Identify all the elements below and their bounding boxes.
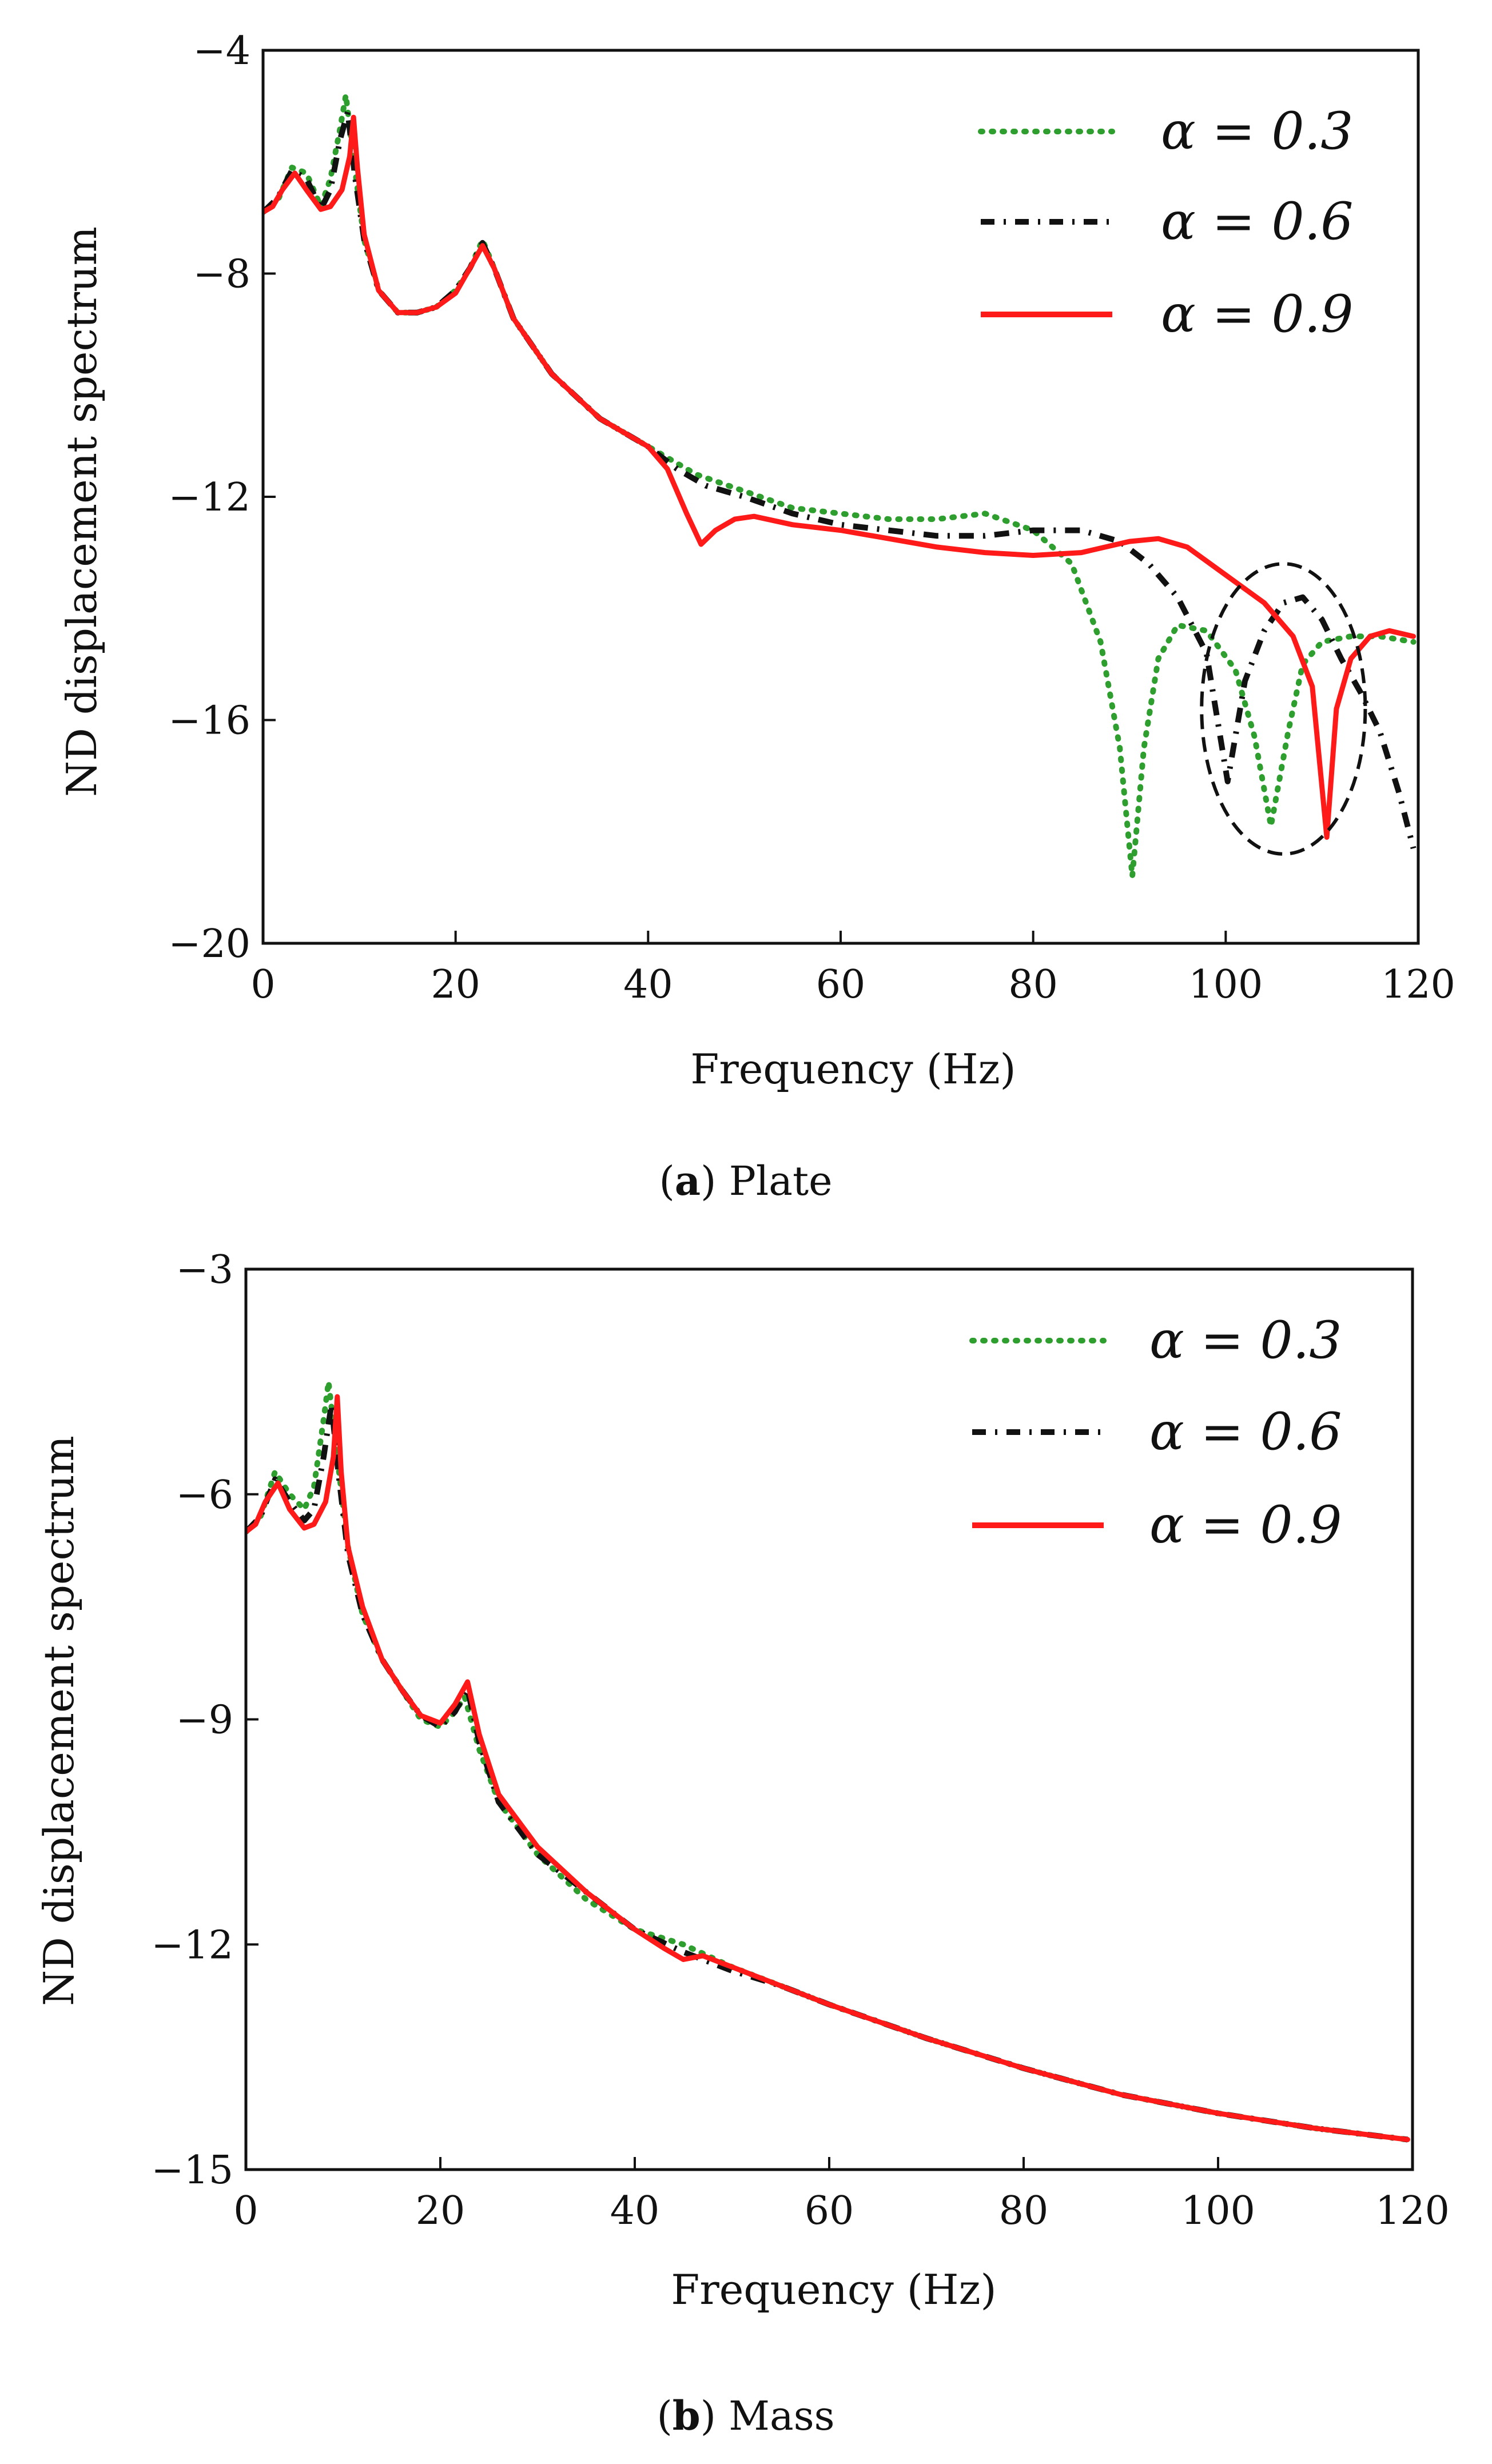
panel-b-x-axis-label: Frequency (Hz) [671,2266,996,2314]
panel-b-mass: 0 20 40 60 80 100 120 −15 −12 −9 −6 −3 Frequency (… [35,1247,1450,2439]
panel-b-ytick-label-2: −9 [176,1698,233,1743]
panel-a-ytick-label-3: −8 [193,252,250,297]
panel-a-legend-label-alpha-0-3: α = 0.3 [1161,101,1354,161]
panel-b-y-ticks: −15 −12 −9 −6 −3 [151,1247,258,2193]
panel-a-ytick-label-2: −12 [168,475,250,520]
panel-b-y-axis-label: ND displacement spectrum [35,1436,83,2006]
panel-b-ytick-label-3: −6 [176,1473,233,1518]
panel-b-ytick-label-4: −3 [176,1247,233,1293]
panel-b-xtick-label-1: 20 [416,2188,465,2234]
panel-b-x-ticks: 0 20 40 60 80 100 120 [233,2157,1450,2234]
panel-b-legend-label-alpha-0-6: α = 0.6 [1149,1402,1342,1462]
panel-a-legend-label-alpha-0-9: α = 0.9 [1161,284,1354,344]
panel-a-caption-text: Plate [729,1158,833,1205]
panel-a-caption: (a) Plate [659,1157,832,1205]
panel-a-xtick-label-2: 40 [623,962,673,1007]
panel-a-annotation [1200,562,1367,856]
panel-a-ytick-label-0: −20 [168,922,250,967]
panel-b-xtick-label-3: 60 [805,2188,854,2234]
panel-b-xtick-label-2: 40 [610,2188,660,2234]
panel-b-xtick-label-5: 100 [1181,2188,1255,2234]
panel-b-legend-label-alpha-0-9: α = 0.9 [1149,1495,1342,1555]
panel-a-xtick-label-0: 0 [250,962,275,1007]
panel-a-series [263,92,1417,879]
panel-b-xtick-label-6: 120 [1375,2188,1450,2234]
panel-a-legend: α = 0.3 α = 0.6 α = 0.9 [978,101,1354,344]
panel-a-plate: 0 20 40 60 80 100 120 −20 −16 −12 −8 −4 Frequency … [58,29,1455,1205]
panel-a-series-1-line [263,109,1417,850]
panel-a-y-axis-label: ND displacement spectrum [58,226,106,797]
panel-b-xtick-label-4: 80 [999,2188,1049,2234]
panel-a-dashed-ellipse [1200,562,1367,856]
panel-b-series-2-line [246,1394,1410,2142]
panel-a-xtick-label-3: 60 [816,962,866,1007]
panel-a-ytick-label-4: −4 [193,29,250,74]
panel-b-series [246,1378,1411,2143]
panel-b-legend-label-alpha-0-3: α = 0.3 [1149,1310,1342,1370]
panel-b-ytick-label-1: −12 [151,1923,233,1968]
panel-a-y-ticks: −20 −16 −12 −8 −4 [168,29,276,967]
panel-b-caption-label: b [673,2392,701,2439]
panel-a-x-ticks: 0 20 40 60 80 100 120 [250,931,1455,1007]
panel-a-legend-label-alpha-0-6: α = 0.6 [1161,192,1354,252]
panel-b-caption: (b) Mass [657,2392,834,2439]
panel-b-xtick-label-0: 0 [233,2188,258,2234]
panel-b-ytick-label-0: −15 [151,2148,233,2193]
panel-b-caption-text: Mass [729,2393,834,2439]
panel-a-ytick-label-1: −16 [168,699,250,744]
panel-a-x-axis-label: Frequency (Hz) [690,1045,1016,1093]
panel-a-xtick-label-6: 120 [1381,962,1455,1007]
panel-a-series-2-line [263,114,1417,840]
panel-b-legend: α = 0.3 α = 0.6 α = 0.9 [969,1310,1342,1555]
panel-a-caption-label: a [675,1157,701,1205]
panel-a-xtick-label-5: 100 [1188,962,1263,1007]
panel-a-xtick-label-1: 20 [431,962,480,1007]
panel-a-xtick-label-4: 80 [1008,962,1058,1007]
